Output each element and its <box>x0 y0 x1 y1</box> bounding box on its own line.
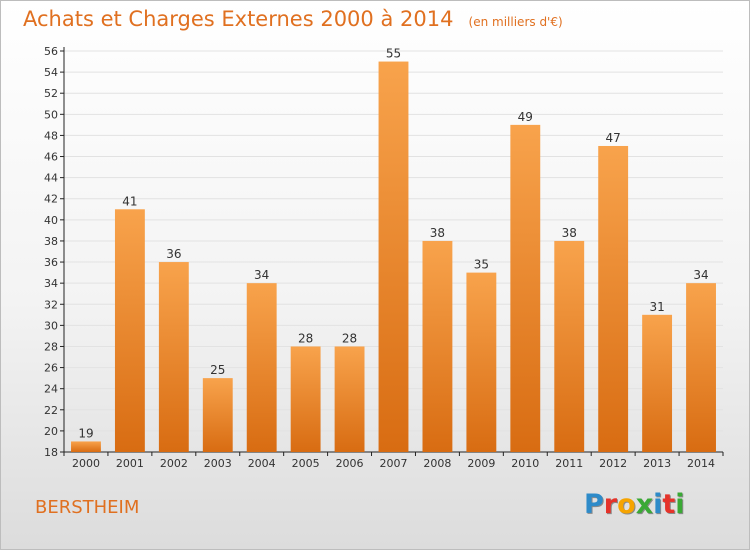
logo-letter: P <box>584 489 604 520</box>
logo-letter: i <box>653 489 663 520</box>
y-tick-label: 28 <box>44 340 58 353</box>
y-tick-label: 54 <box>44 66 58 79</box>
bar-2011 <box>554 240 585 452</box>
chart-header: Achats et Charges Externes 2000 à 2014 (… <box>23 7 563 31</box>
data-label: 49 <box>518 110 533 124</box>
y-tick-label: 36 <box>44 256 58 269</box>
bar-2006 <box>334 346 365 452</box>
x-tick-label: 2002 <box>160 457 188 470</box>
bar-2005 <box>290 346 321 452</box>
y-tick-label: 50 <box>44 108 58 121</box>
data-label: 35 <box>474 258 489 272</box>
x-tick-label: 2005 <box>292 457 320 470</box>
data-label: 38 <box>430 226 445 240</box>
x-tick-label: 2010 <box>511 457 539 470</box>
y-tick-label: 22 <box>44 404 58 417</box>
proxiti-logo: Proxiti <box>584 489 685 520</box>
bar-2014 <box>686 283 716 452</box>
logo-letter: i <box>675 489 685 520</box>
y-tick-label: 20 <box>44 425 58 438</box>
y-tick-label: 56 <box>44 45 58 58</box>
commune-name: BERSTHEIM <box>35 497 140 518</box>
x-tick-label: 2000 <box>72 457 100 470</box>
x-tick-label: 2014 <box>687 457 715 470</box>
bar-2000 <box>71 441 101 452</box>
bar-2012 <box>598 145 629 452</box>
x-tick-label: 2006 <box>336 457 364 470</box>
bar-2002 <box>158 262 189 452</box>
bar-2007 <box>378 61 409 452</box>
y-tick-label: 44 <box>44 172 58 185</box>
x-tick-label: 2011 <box>555 457 583 470</box>
x-tick-label: 2012 <box>599 457 627 470</box>
data-label: 36 <box>166 247 181 261</box>
data-label: 19 <box>78 426 93 440</box>
data-label: 25 <box>210 363 225 377</box>
data-label: 34 <box>693 268 708 282</box>
x-tick-label: 2008 <box>423 457 451 470</box>
x-tick-label: 2013 <box>643 457 671 470</box>
bar-2001 <box>114 209 145 452</box>
bar-2010 <box>510 124 541 453</box>
bar-2009 <box>466 272 497 452</box>
logo-letter: x <box>635 489 654 520</box>
x-tick-label: 2004 <box>248 457 276 470</box>
data-label: 55 <box>386 47 401 61</box>
data-label: 31 <box>649 300 664 314</box>
logo-letter: o <box>617 489 636 520</box>
logo-letter: t <box>662 489 676 520</box>
y-tick-label: 18 <box>44 446 58 459</box>
bar-2013 <box>642 314 673 452</box>
y-tick-label: 42 <box>44 193 58 206</box>
data-label: 28 <box>342 331 357 345</box>
y-tick-label: 32 <box>44 298 58 311</box>
x-tick-label: 2003 <box>204 457 232 470</box>
data-label: 28 <box>298 331 313 345</box>
y-tick-label: 46 <box>44 151 58 164</box>
data-label: 38 <box>562 226 577 240</box>
y-tick-label: 34 <box>44 277 58 290</box>
x-tick-label: 2001 <box>116 457 144 470</box>
data-label: 47 <box>606 131 621 145</box>
y-tick-label: 38 <box>44 235 58 248</box>
y-tick-label: 48 <box>44 129 58 142</box>
y-tick-label: 52 <box>44 87 58 100</box>
y-tick-label: 30 <box>44 319 58 332</box>
data-label: 34 <box>254 268 269 282</box>
bar-2003 <box>202 378 233 452</box>
bar-2008 <box>422 240 453 452</box>
chart-title: Achats et Charges Externes 2000 à 2014 <box>23 7 454 31</box>
y-tick-label: 24 <box>44 383 58 396</box>
x-tick-label: 2009 <box>467 457 495 470</box>
logo-letter: r <box>603 489 618 520</box>
bar-2004 <box>246 283 277 452</box>
data-label: 41 <box>122 194 137 208</box>
y-tick-label: 40 <box>44 214 58 227</box>
x-tick-label: 2007 <box>380 457 408 470</box>
chart-unit: (en milliers d'€) <box>468 15 563 29</box>
y-tick-label: 26 <box>44 362 58 375</box>
